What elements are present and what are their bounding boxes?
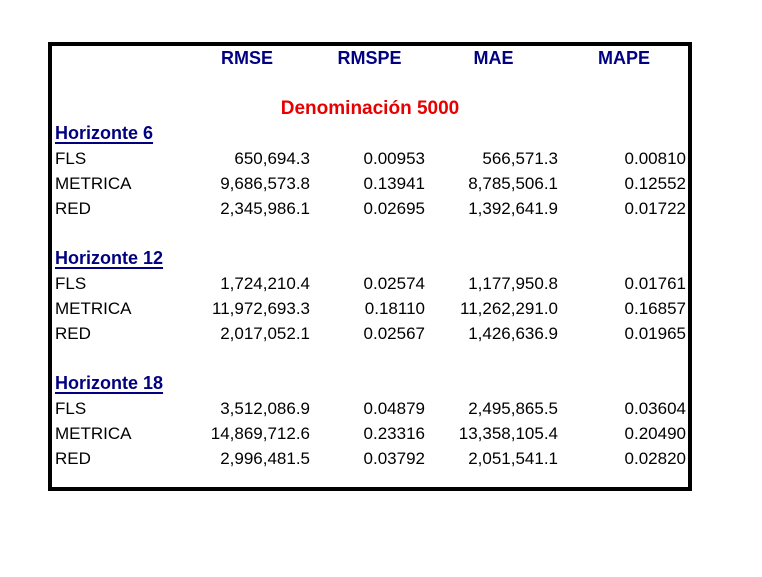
col-header-mae: MAE <box>473 48 514 68</box>
rmspe-value: 0.03792 <box>363 449 425 468</box>
mae-value: 1,392,641.9 <box>468 199 558 218</box>
empty-cell <box>182 121 312 146</box>
mape-value: 0.00810 <box>624 149 686 168</box>
rmspe-value: 0.02574 <box>363 274 425 293</box>
mape-value: 0.01761 <box>624 274 686 293</box>
rmse-value: 2,017,052.1 <box>220 324 310 343</box>
col-header-rmspe: RMSPE <box>337 48 402 68</box>
rmse-value: 3,512,086.9 <box>220 399 310 418</box>
metrics-grid: RMSE RMSPE MAE MAPE Denominación 5000 Ho… <box>52 46 688 471</box>
mape-value: 0.02820 <box>624 449 686 468</box>
rmse-value: 2,345,986.1 <box>220 199 310 218</box>
section-heading-horizonte-6: Horizonte 6 <box>55 123 154 143</box>
mae-value: 8,785,506.1 <box>468 174 558 193</box>
empty-cell <box>182 371 312 396</box>
rmspe-value: 0.18110 <box>364 299 425 318</box>
rmse-value: 650,694.3 <box>234 149 310 168</box>
section-heading-horizonte-12: Horizonte 12 <box>55 248 164 268</box>
empty-cell <box>560 121 688 146</box>
row-label-fls: FLS <box>55 399 87 418</box>
rmspe-value: 0.02695 <box>363 199 425 218</box>
mape-value: 0.16857 <box>624 299 686 318</box>
mae-value: 2,051,541.1 <box>468 449 558 468</box>
spacer-row <box>52 346 688 371</box>
mape-value: 0.12552 <box>624 174 686 193</box>
rmse-value: 1,724,210.4 <box>220 274 310 293</box>
empty-cell <box>427 121 560 146</box>
empty-cell <box>312 246 427 271</box>
mape-value: 0.03604 <box>624 399 686 418</box>
rmspe-value: 0.02567 <box>363 324 425 343</box>
rmspe-value: 0.00953 <box>363 149 425 168</box>
mape-value: 0.01965 <box>624 324 686 343</box>
rmspe-value: 0.13941 <box>363 174 425 193</box>
mae-value: 1,426,636.9 <box>468 324 558 343</box>
mape-value: 0.01722 <box>624 199 686 218</box>
empty-cell <box>560 371 688 396</box>
col-header-rmse: RMSE <box>220 48 273 68</box>
rmse-value: 2,996,481.5 <box>220 449 310 468</box>
corner-empty-cell <box>52 46 182 71</box>
row-label-fls: FLS <box>55 274 87 293</box>
empty-cell <box>427 246 560 271</box>
rmspe-value: 0.23316 <box>363 424 425 443</box>
spacer-row <box>52 221 688 246</box>
metrics-table: RMSE RMSPE MAE MAPE Denominación 5000 Ho… <box>48 42 692 491</box>
mae-value: 2,495,865.5 <box>468 399 558 418</box>
rmse-value: 9,686,573.8 <box>220 174 310 193</box>
row-label-metrica: METRICA <box>55 174 132 193</box>
mae-value: 11,262,291.0 <box>460 299 558 318</box>
rmse-value: 14,869,712.6 <box>210 424 310 443</box>
mae-value: 1,177,950.8 <box>468 274 558 293</box>
mae-value: 13,358,105.4 <box>458 424 558 443</box>
rmse-value: 11,972,693.3 <box>212 299 310 318</box>
spacer-row <box>52 71 688 96</box>
row-label-metrica: METRICA <box>55 424 132 443</box>
rmspe-value: 0.04879 <box>363 399 425 418</box>
row-label-fls: FLS <box>55 149 87 168</box>
empty-cell <box>427 371 560 396</box>
empty-cell <box>312 121 427 146</box>
section-heading-horizonte-18: Horizonte 18 <box>55 373 164 393</box>
table-title: Denominación 5000 <box>280 98 460 119</box>
mae-value: 566,571.3 <box>482 149 558 168</box>
empty-cell <box>560 246 688 271</box>
row-label-metrica: METRICA <box>55 299 132 318</box>
row-label-red: RED <box>55 449 91 468</box>
row-label-red: RED <box>55 324 91 343</box>
row-label-red: RED <box>55 199 91 218</box>
empty-cell <box>312 371 427 396</box>
mape-value: 0.20490 <box>624 424 686 443</box>
col-header-mape: MAPE <box>597 48 650 68</box>
empty-cell <box>182 246 312 271</box>
